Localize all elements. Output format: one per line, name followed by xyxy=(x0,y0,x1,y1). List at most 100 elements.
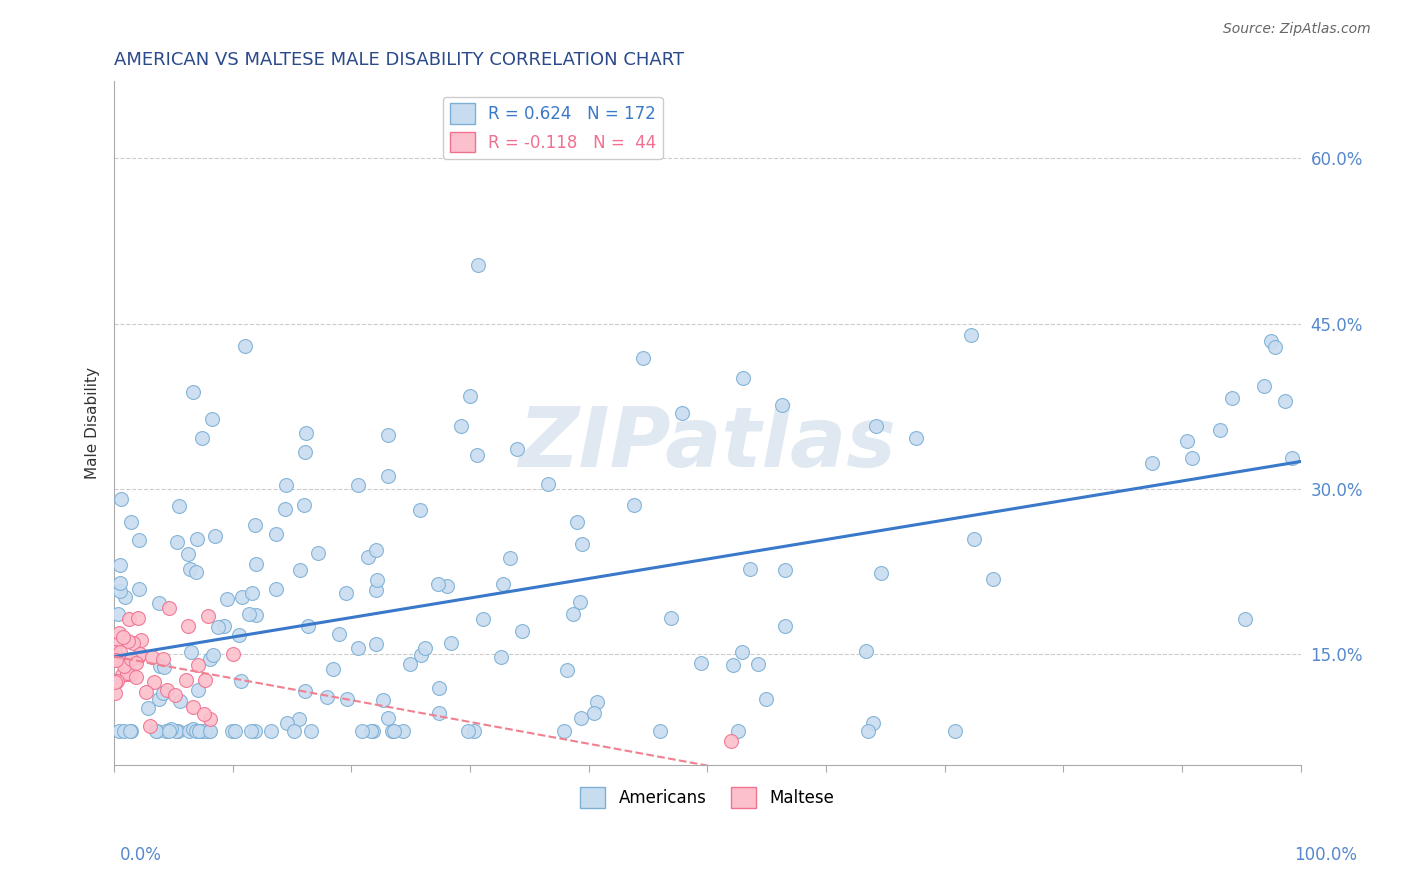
Point xyxy=(111,630,134,644)
Point xyxy=(264,582,287,597)
Point xyxy=(127,649,149,664)
Point xyxy=(157,601,180,615)
Point xyxy=(108,558,131,573)
Point xyxy=(450,418,472,433)
Point xyxy=(366,573,388,587)
Point xyxy=(181,385,204,400)
Point xyxy=(983,572,1005,586)
Point xyxy=(117,665,139,680)
Point xyxy=(120,667,142,681)
Point xyxy=(201,648,224,662)
Point xyxy=(650,724,672,739)
Point xyxy=(1234,612,1257,626)
Point xyxy=(110,491,132,506)
Point xyxy=(1253,379,1275,393)
Point xyxy=(357,549,380,564)
Point xyxy=(467,258,489,272)
Point xyxy=(747,657,769,671)
Point xyxy=(190,724,212,739)
Point xyxy=(623,498,645,512)
Point xyxy=(1274,394,1296,409)
Point xyxy=(945,724,967,739)
Point xyxy=(187,682,209,697)
Point xyxy=(409,503,432,517)
Point xyxy=(204,529,226,543)
Point xyxy=(411,648,433,662)
Point xyxy=(177,619,200,633)
Point xyxy=(586,695,609,709)
Point xyxy=(245,724,267,739)
Point xyxy=(166,724,188,739)
Point xyxy=(567,515,589,529)
Point xyxy=(198,724,221,739)
Point xyxy=(755,691,778,706)
Point xyxy=(720,734,742,748)
Point xyxy=(222,648,245,662)
Point xyxy=(152,686,174,700)
Point xyxy=(239,724,262,739)
Point xyxy=(283,724,305,739)
Point xyxy=(221,724,243,739)
Point xyxy=(499,550,522,565)
Point xyxy=(128,533,150,548)
Point xyxy=(108,625,131,640)
Point xyxy=(264,527,287,541)
Point xyxy=(159,724,181,739)
Point xyxy=(582,706,605,721)
Point xyxy=(336,692,359,706)
Point xyxy=(297,619,319,633)
Point xyxy=(457,724,479,739)
Point xyxy=(207,620,229,634)
Point xyxy=(112,724,135,739)
Point xyxy=(184,724,207,739)
Point xyxy=(1264,340,1286,354)
Point xyxy=(960,328,983,343)
Point xyxy=(125,656,148,670)
Point xyxy=(169,694,191,708)
Point xyxy=(671,406,693,420)
Point xyxy=(465,448,488,462)
Point xyxy=(371,693,394,707)
Point xyxy=(114,591,136,605)
Point xyxy=(727,724,749,739)
Point xyxy=(120,724,142,739)
Point xyxy=(346,641,368,656)
Point xyxy=(382,724,405,739)
Point xyxy=(963,533,986,547)
Point xyxy=(506,442,529,456)
Point xyxy=(235,339,257,353)
Point xyxy=(377,427,399,442)
Point xyxy=(427,706,450,720)
Point xyxy=(377,469,399,483)
Point xyxy=(148,596,170,610)
Point xyxy=(731,645,754,659)
Point xyxy=(181,699,204,714)
Point xyxy=(120,652,142,666)
Point xyxy=(276,715,298,730)
Point xyxy=(360,724,382,739)
Point xyxy=(165,724,187,739)
Point xyxy=(1220,391,1243,405)
Point xyxy=(122,635,145,649)
Point xyxy=(245,557,267,571)
Point xyxy=(1177,434,1199,449)
Point xyxy=(191,431,214,445)
Point xyxy=(152,652,174,666)
Point xyxy=(104,675,127,690)
Point xyxy=(1140,456,1163,470)
Point xyxy=(186,532,208,546)
Point xyxy=(856,724,879,739)
Point xyxy=(143,675,166,690)
Point xyxy=(179,562,201,576)
Point xyxy=(155,724,177,739)
Text: Source: ZipAtlas.com: Source: ZipAtlas.com xyxy=(1223,22,1371,37)
Point xyxy=(398,657,420,672)
Point xyxy=(440,635,463,649)
Point xyxy=(149,659,172,673)
Point xyxy=(294,444,316,458)
Point xyxy=(118,611,141,625)
Y-axis label: Male Disability: Male Disability xyxy=(86,367,100,479)
Point xyxy=(156,683,179,698)
Point xyxy=(555,663,578,677)
Point xyxy=(187,657,209,672)
